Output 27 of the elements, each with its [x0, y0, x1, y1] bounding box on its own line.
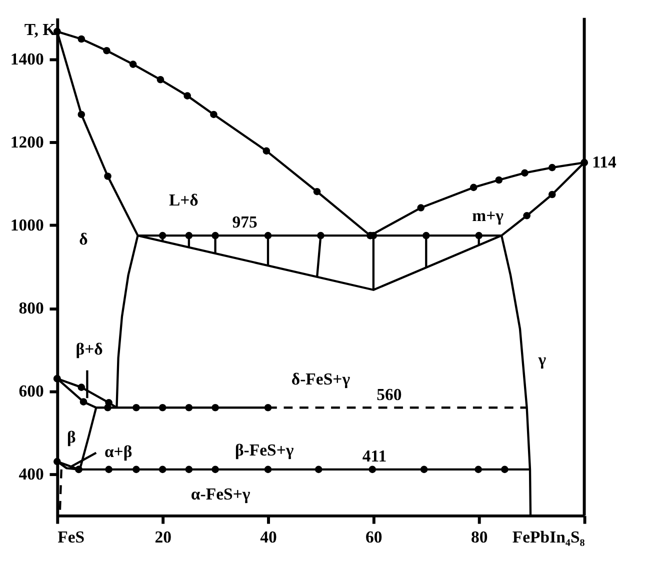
y-tick-label: 1400	[10, 50, 44, 69]
annotation: δ-FeS+γ	[291, 370, 350, 389]
annotation: β-FeS+γ	[234, 440, 294, 460]
annotation: α-FeS+γ	[190, 484, 250, 504]
annotation: L+δ	[168, 190, 199, 210]
y-tick-label: 800	[18, 298, 44, 318]
x-tick-label: 60	[366, 528, 382, 547]
y-tick-label: 600	[18, 381, 44, 400]
y-tick-label: 400	[18, 464, 44, 484]
x-tick-label: 20	[154, 528, 172, 547]
x-tick-label: 80	[470, 528, 488, 547]
y-axis-title: T, K	[24, 20, 56, 40]
y-tick-label: 1000	[10, 216, 44, 235]
x-tick-label: 40	[260, 528, 277, 547]
annotation: β	[66, 427, 76, 446]
annotation: α+β	[104, 442, 132, 462]
annotation: β+δ	[76, 340, 104, 359]
annotation: 560	[376, 384, 402, 404]
annotation: γ	[537, 350, 546, 370]
annotation: δ	[79, 230, 88, 249]
x-tick-label: FePbIn₄S₈	[512, 528, 585, 547]
annotation: 975	[232, 212, 258, 232]
y-tick-label: 1200	[10, 132, 44, 152]
annotation: 114	[592, 152, 617, 172]
annotation: m+γ	[472, 206, 504, 225]
annotation: 411	[362, 446, 387, 466]
x-tick-label: FeS	[58, 528, 85, 547]
